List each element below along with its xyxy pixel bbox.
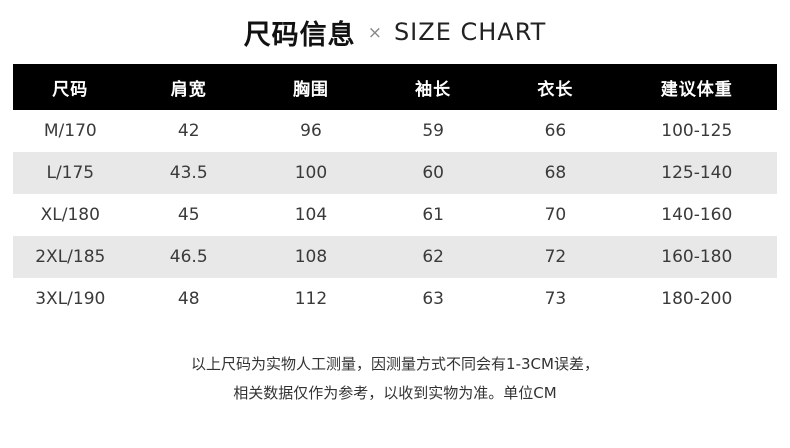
cell-value: 160-180 (661, 247, 733, 267)
header-shoulder: 肩宽 (127, 64, 250, 110)
cell-value: 46.5 (169, 247, 208, 267)
cell-value: 61 (422, 205, 444, 225)
table-row: 2XL/185 46.5 108 62 72 160-180 (13, 236, 777, 278)
cell-size: M/170 (43, 121, 97, 141)
size-table: 尺码 肩宽 胸围 袖长 衣长 建议体重 M/170 42 96 59 66 10… (13, 64, 777, 320)
title-chinese: 尺码信息 (243, 19, 356, 51)
cell-value: 108 (294, 247, 328, 267)
cell-value: 62 (422, 247, 444, 267)
cell-value: 66 (544, 121, 567, 141)
measurement-disclaimer: 以上尺码为实物人工测量，因测量方式不同会有1-3CM误差， 相关数据仅作为参考，… (0, 350, 790, 408)
cell-value: 100-125 (661, 121, 733, 141)
cell-size: XL/180 (40, 205, 100, 225)
header-chest: 胸围 (249, 64, 373, 110)
cell-value: 45 (177, 205, 200, 225)
cell-value: 100 (294, 163, 328, 183)
cell-value: 73 (544, 289, 567, 309)
cell-value: 125-140 (661, 163, 733, 183)
table-row: M/170 42 96 59 66 100-125 (13, 110, 777, 152)
table-header-row: 尺码 肩宽 胸围 袖长 衣长 建议体重 (13, 64, 777, 110)
cell-value: 112 (294, 289, 328, 309)
disclaimer-line-2: 相关数据仅作为参考，以收到实物为准。单位CM (233, 384, 557, 402)
cell-value: 59 (422, 121, 444, 141)
cell-size: 3XL/190 (35, 289, 106, 309)
cell-value: 63 (422, 289, 444, 309)
cell-value: 140-160 (661, 205, 733, 225)
title-english: SIZE CHART (393, 18, 547, 46)
cell-value: 72 (544, 247, 567, 267)
header-weight: 建议体重 (616, 64, 777, 110)
page-title: 尺码信息 × SIZE CHART (0, 0, 790, 64)
table-row: L/175 43.5 100 60 68 125-140 (13, 152, 777, 194)
cell-value: 96 (300, 121, 322, 141)
cell-value: 104 (294, 205, 328, 225)
cell-value: 70 (544, 205, 567, 225)
header-size: 尺码 (13, 64, 128, 110)
title-divider-icon: × (367, 23, 382, 43)
cell-size: 2XL/185 (35, 247, 106, 267)
cell-value: 68 (544, 163, 567, 183)
table-row: XL/180 45 104 61 70 140-160 (13, 194, 777, 236)
cell-size: L/175 (46, 163, 95, 183)
cell-value: 60 (422, 163, 444, 183)
cell-value: 43.5 (169, 163, 208, 183)
cell-value: 180-200 (661, 289, 733, 309)
cell-value: 42 (177, 121, 200, 141)
cell-value: 48 (177, 289, 200, 309)
disclaimer-line-1: 以上尺码为实物人工测量，因测量方式不同会有1-3CM误差， (191, 355, 599, 373)
table-row: 3XL/190 48 112 63 73 180-200 (13, 278, 777, 320)
header-length: 衣长 (494, 64, 617, 110)
header-sleeve: 袖长 (372, 64, 495, 110)
